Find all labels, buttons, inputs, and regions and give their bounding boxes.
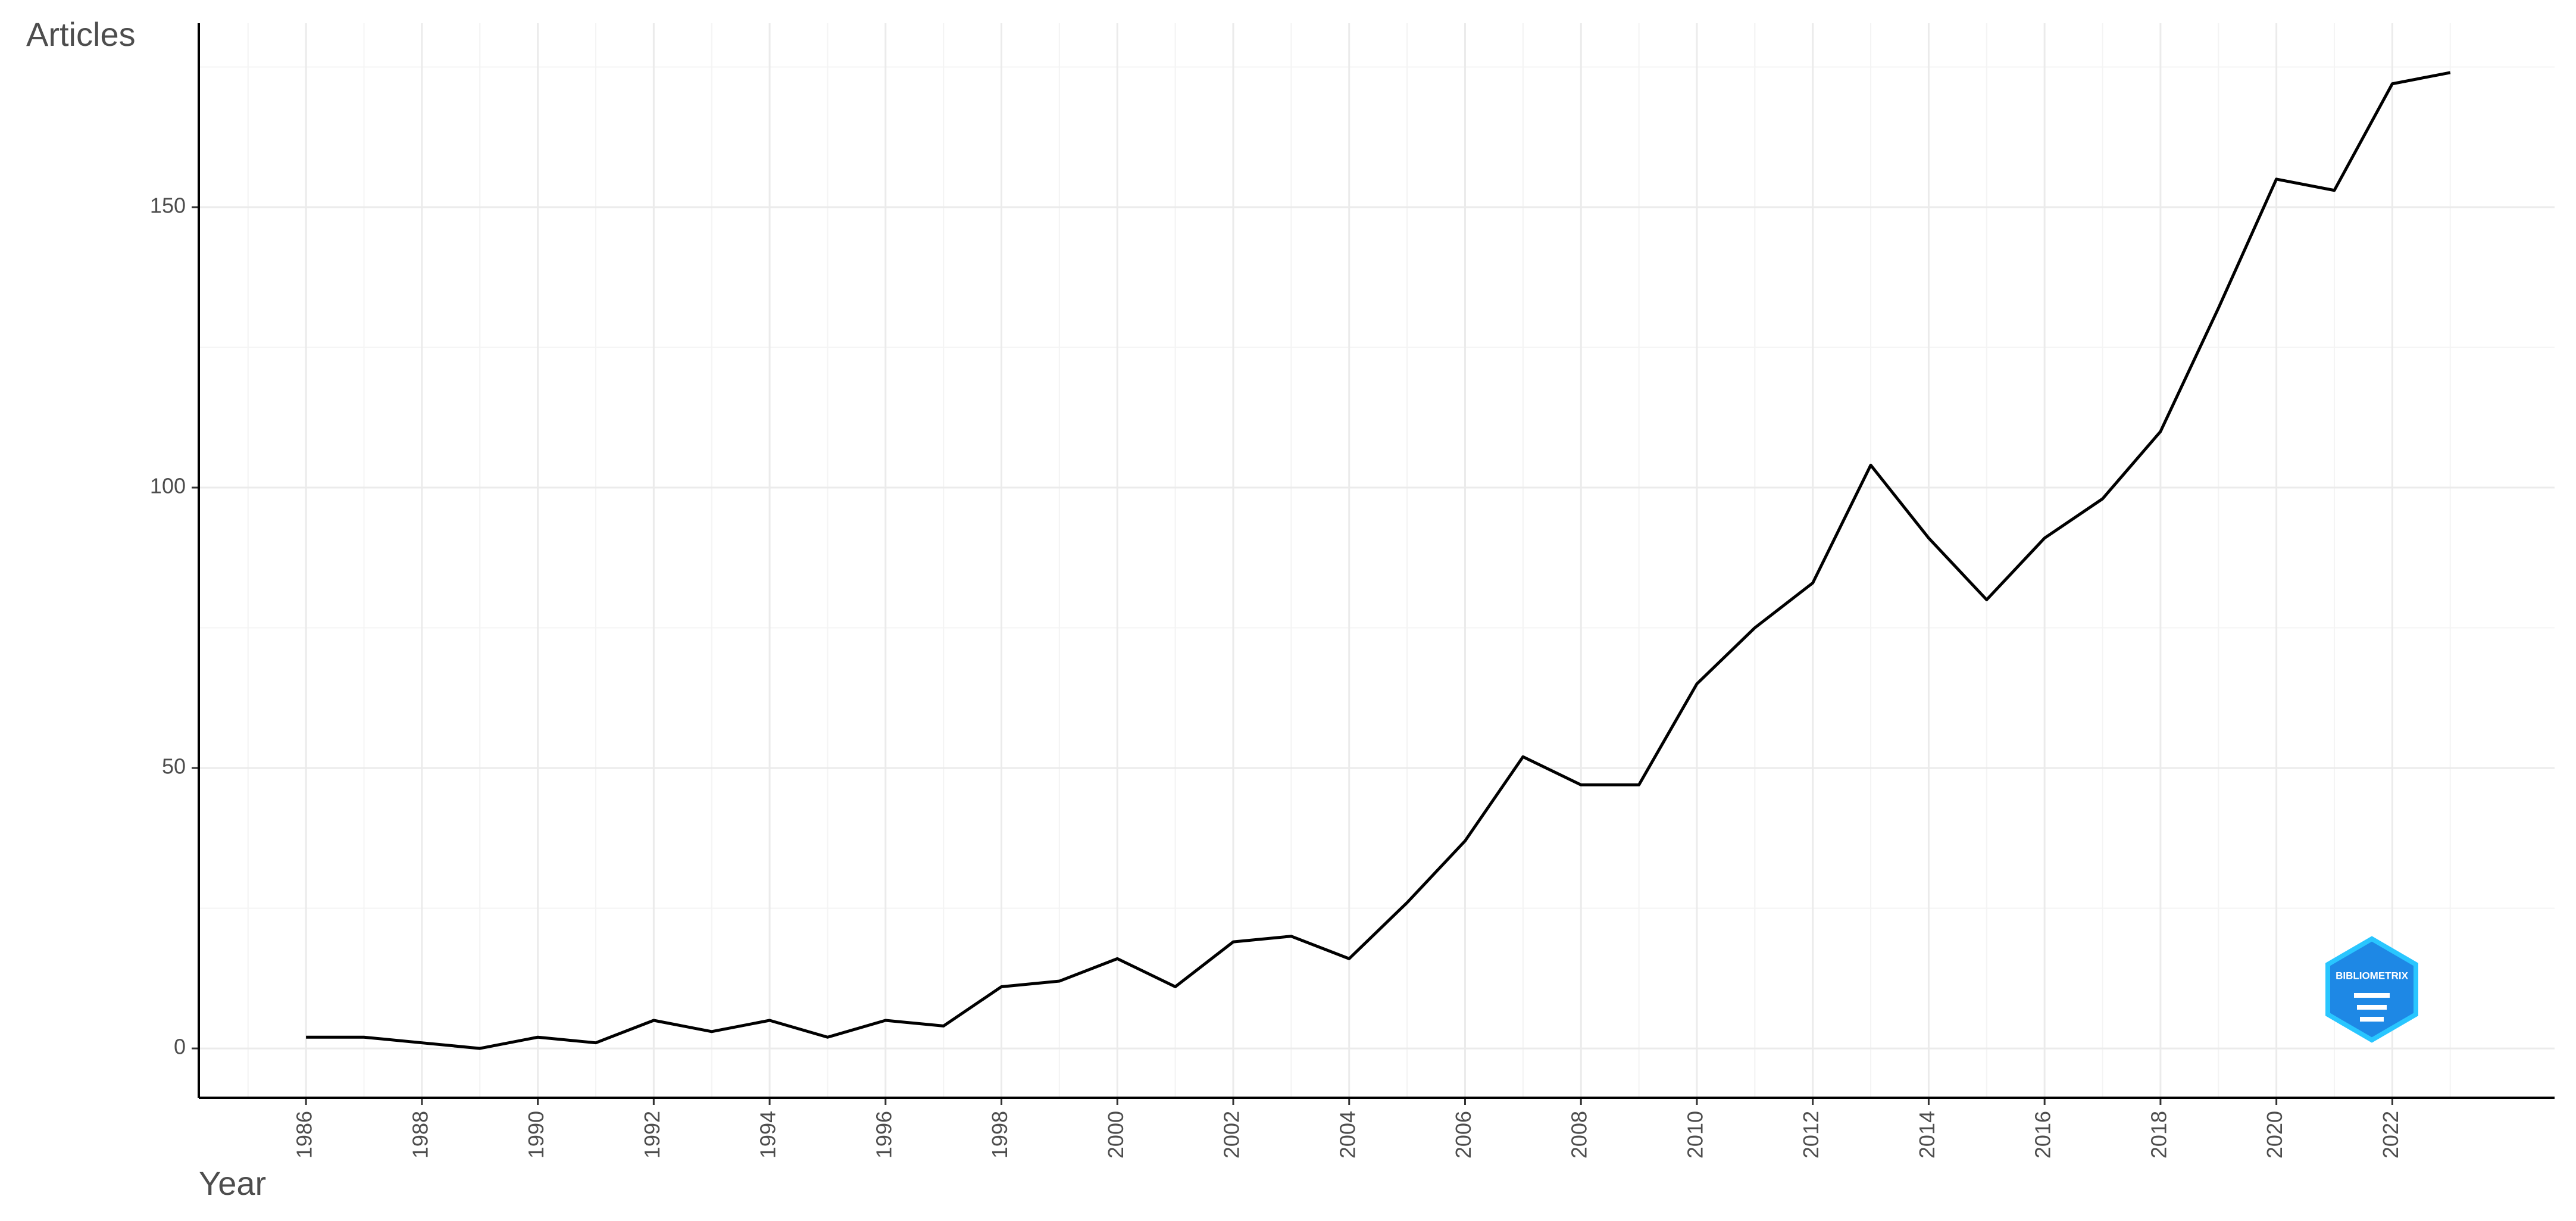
logo: BIBLIOMETRIX bbox=[2325, 936, 2418, 1043]
x-tick-label: 1990 bbox=[524, 1111, 548, 1158]
x-tick-label: 2014 bbox=[1915, 1111, 1939, 1158]
line bbox=[306, 71, 2451, 1050]
watermark: BIBLIOMETRIX bbox=[2336, 970, 2408, 981]
x-tick-label: 2004 bbox=[1335, 1111, 1359, 1158]
x-tick-label: 1996 bbox=[871, 1111, 896, 1158]
y-tick-label: 150 bbox=[150, 193, 186, 218]
x-axis-label: Year bbox=[199, 1164, 266, 1202]
y-tick-label: 100 bbox=[150, 474, 186, 498]
y-tick-label: 0 bbox=[174, 1035, 186, 1059]
logo-icon bbox=[2354, 993, 2390, 1022]
y-axis-label: Articles bbox=[26, 15, 136, 53]
plot: 0 50 100 150 1986 1988 1990 1992 1994 1996 1998 200… bbox=[150, 23, 2555, 1158]
y-tick-label: 50 bbox=[162, 754, 186, 779]
x-tick-label: 1988 bbox=[408, 1111, 432, 1158]
x-tick-label: 2000 bbox=[1103, 1111, 1128, 1158]
x-tick-label: 2002 bbox=[1220, 1111, 1244, 1158]
x-tick-label: 2018 bbox=[2146, 1111, 2171, 1158]
x-tick-label: 2006 bbox=[1451, 1111, 1475, 1158]
x-tick-label: 1992 bbox=[640, 1111, 664, 1158]
x-tick-label: 1998 bbox=[987, 1111, 1012, 1158]
x-tick-label: 2008 bbox=[1567, 1111, 1592, 1158]
x-tick-label: 2012 bbox=[1799, 1111, 1823, 1158]
x-tick-label: 1986 bbox=[292, 1111, 317, 1158]
x-tick-label: 2016 bbox=[2031, 1111, 2055, 1158]
x-tick-label: 2010 bbox=[1683, 1111, 1707, 1158]
x-tick-label: 1994 bbox=[756, 1111, 780, 1158]
logo-hex bbox=[2325, 936, 2418, 1043]
x-tick-label: 2022 bbox=[2378, 1111, 2403, 1158]
x-tick-label: 2020 bbox=[2262, 1111, 2287, 1158]
